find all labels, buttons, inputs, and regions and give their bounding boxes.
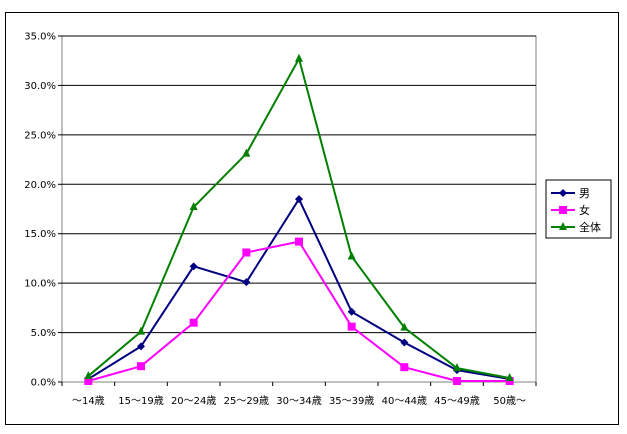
data-point bbox=[242, 248, 251, 257]
data-point bbox=[347, 322, 356, 331]
series-2 bbox=[84, 237, 514, 386]
y-tick-label: 10.0% bbox=[24, 279, 56, 290]
y-tick-label: 35.0% bbox=[24, 32, 56, 43]
data-point bbox=[295, 53, 303, 62]
data-point bbox=[453, 377, 461, 386]
y-tick-label: 15.0% bbox=[24, 229, 56, 240]
x-tick-label: 20～24歳 bbox=[171, 395, 216, 407]
x-tick-label: 35～39歳 bbox=[329, 395, 374, 407]
data-point bbox=[347, 307, 356, 316]
data-point bbox=[295, 195, 303, 204]
data-point bbox=[189, 202, 198, 211]
data-point bbox=[189, 262, 198, 271]
legend-marker bbox=[559, 222, 567, 230]
data-point bbox=[84, 371, 93, 380]
legend-label: 女 bbox=[579, 203, 590, 217]
data-point bbox=[400, 322, 409, 331]
data-point bbox=[400, 363, 409, 372]
x-tick-label: 45～49歳 bbox=[434, 395, 479, 407]
y-tick-label: 25.0% bbox=[24, 130, 56, 141]
y-tick-label: 30.0% bbox=[24, 81, 56, 92]
data-point bbox=[137, 342, 145, 351]
data-point bbox=[400, 338, 409, 347]
data-point bbox=[295, 237, 303, 246]
data-point bbox=[137, 362, 145, 371]
legend-label: 全体 bbox=[579, 220, 601, 234]
plot-area bbox=[61, 35, 537, 383]
series-group bbox=[84, 53, 514, 386]
x-tick-label: 50歳～ bbox=[493, 395, 526, 407]
data-point bbox=[505, 373, 514, 382]
legend-item: 全体 bbox=[551, 220, 601, 234]
legend-item: 男 bbox=[551, 187, 590, 200]
legend-label: 男 bbox=[579, 187, 590, 200]
legend-marker bbox=[559, 206, 567, 214]
x-axis-ticks: ～14歳 15～19歳 20～24歳 25～29歳 30～34歳 35～39歳 40～44歳… bbox=[61, 382, 537, 407]
x-tick-label: 30～34歳 bbox=[276, 395, 321, 407]
data-point bbox=[453, 363, 461, 372]
data-point bbox=[347, 251, 356, 260]
y-axis-ticks: 0.0% 5.0% 10.0% 15.0% 20.0% 25.0% 30.0% 35.0% bbox=[24, 32, 62, 389]
data-point bbox=[137, 326, 145, 335]
y-tick-label: 0.0% bbox=[31, 378, 56, 389]
x-tick-label: 25～29歳 bbox=[224, 395, 269, 407]
x-tick-label: 40～44歳 bbox=[382, 395, 427, 407]
data-point bbox=[242, 148, 251, 157]
legend-marker bbox=[559, 189, 567, 197]
data-point bbox=[242, 278, 251, 287]
x-tick-label: ～14歳 bbox=[72, 395, 105, 407]
y-tick-label: 20.0% bbox=[24, 180, 56, 191]
legend-item: 女 bbox=[551, 203, 590, 217]
x-tick-label: 15～19歳 bbox=[118, 395, 163, 407]
y-tick-label: 5.0% bbox=[31, 328, 56, 339]
data-point bbox=[84, 377, 93, 386]
series-3 bbox=[84, 53, 514, 382]
data-point bbox=[189, 318, 198, 327]
